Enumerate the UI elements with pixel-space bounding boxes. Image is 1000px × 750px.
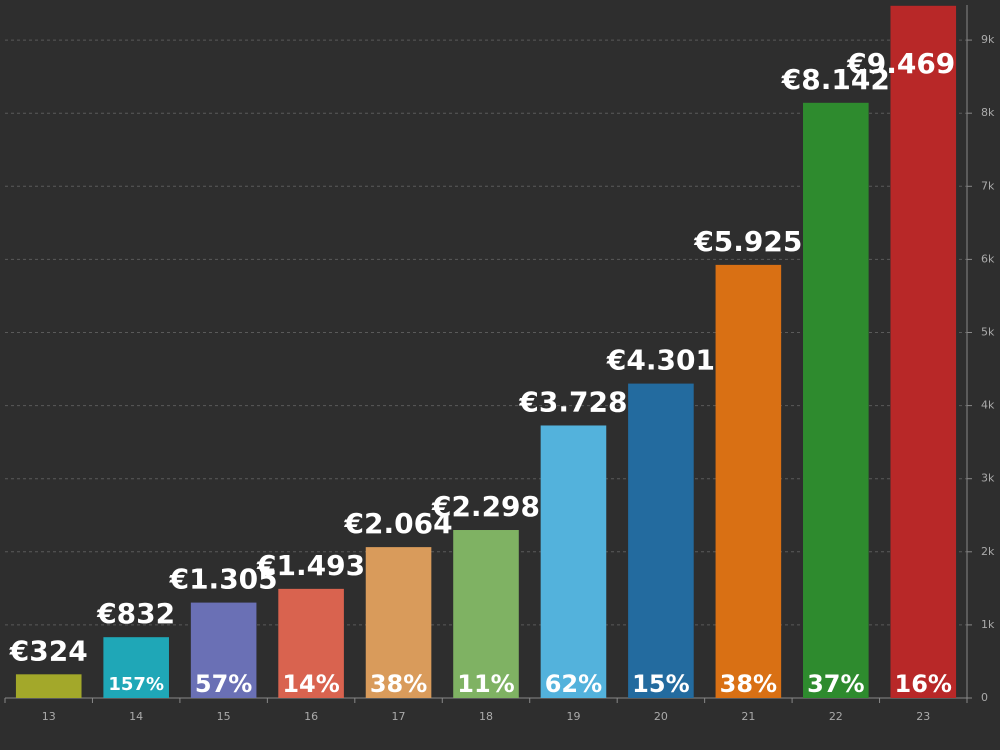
value-label: €1.305 (169, 563, 278, 596)
y-tick-label: 3k (981, 472, 995, 485)
x-tick-label: 16 (304, 710, 318, 723)
bar (628, 383, 694, 698)
value-label: €324 (9, 634, 88, 667)
value-label: €1.493 (256, 549, 365, 582)
x-tick-label: 19 (566, 710, 580, 723)
growth-label: 38% (370, 670, 427, 698)
growth-label: 57% (195, 670, 252, 698)
x-tick-label: 13 (42, 710, 56, 723)
bar (103, 637, 169, 698)
x-tick-label: 20 (654, 710, 668, 723)
x-tick-label: 21 (741, 710, 755, 723)
y-tick-label: 5k (981, 325, 995, 338)
bar (803, 102, 869, 698)
value-label: €8.142 (781, 63, 890, 96)
value-label: €5.925 (693, 225, 802, 258)
y-tick-label: 9k (981, 33, 995, 46)
bar (715, 264, 782, 698)
y-tick-label: 8k (981, 106, 995, 119)
y-tick-label: 7k (981, 179, 995, 192)
value-label: €2.298 (431, 490, 540, 523)
y-tick-label: 4k (981, 399, 995, 412)
bar (890, 5, 957, 698)
value-label: €832 (96, 597, 175, 630)
x-tick-label: 22 (829, 710, 843, 723)
bar (15, 674, 82, 698)
value-label: €4.301 (606, 344, 715, 377)
growth-label: 14% (282, 670, 339, 698)
y-tick-label: 0 (981, 691, 988, 704)
growth-label: 157% (108, 674, 164, 695)
x-tick-label: 23 (916, 710, 930, 723)
y-tick-label: 1k (981, 618, 995, 631)
bar (540, 425, 607, 698)
y-tick-label: 6k (981, 252, 995, 265)
x-tick-label: 14 (129, 710, 143, 723)
growth-label: 15% (632, 670, 689, 698)
y-tick-label: 2k (981, 545, 995, 558)
growth-label: 38% (720, 670, 777, 698)
bar (190, 602, 257, 698)
value-label: €9.469 (846, 47, 955, 80)
value-label: €3.728 (518, 385, 627, 418)
bar (365, 547, 432, 698)
x-tick-label: 18 (479, 710, 493, 723)
x-tick-label: 17 (392, 710, 406, 723)
growth-label: 62% (545, 670, 602, 698)
growth-label: 11% (457, 670, 514, 698)
growth-label: 37% (807, 670, 864, 698)
growth-label: 16% (895, 670, 952, 698)
value-label: €2.064 (344, 507, 453, 540)
bar (278, 588, 344, 698)
x-tick-label: 15 (217, 710, 231, 723)
bar (453, 530, 519, 698)
